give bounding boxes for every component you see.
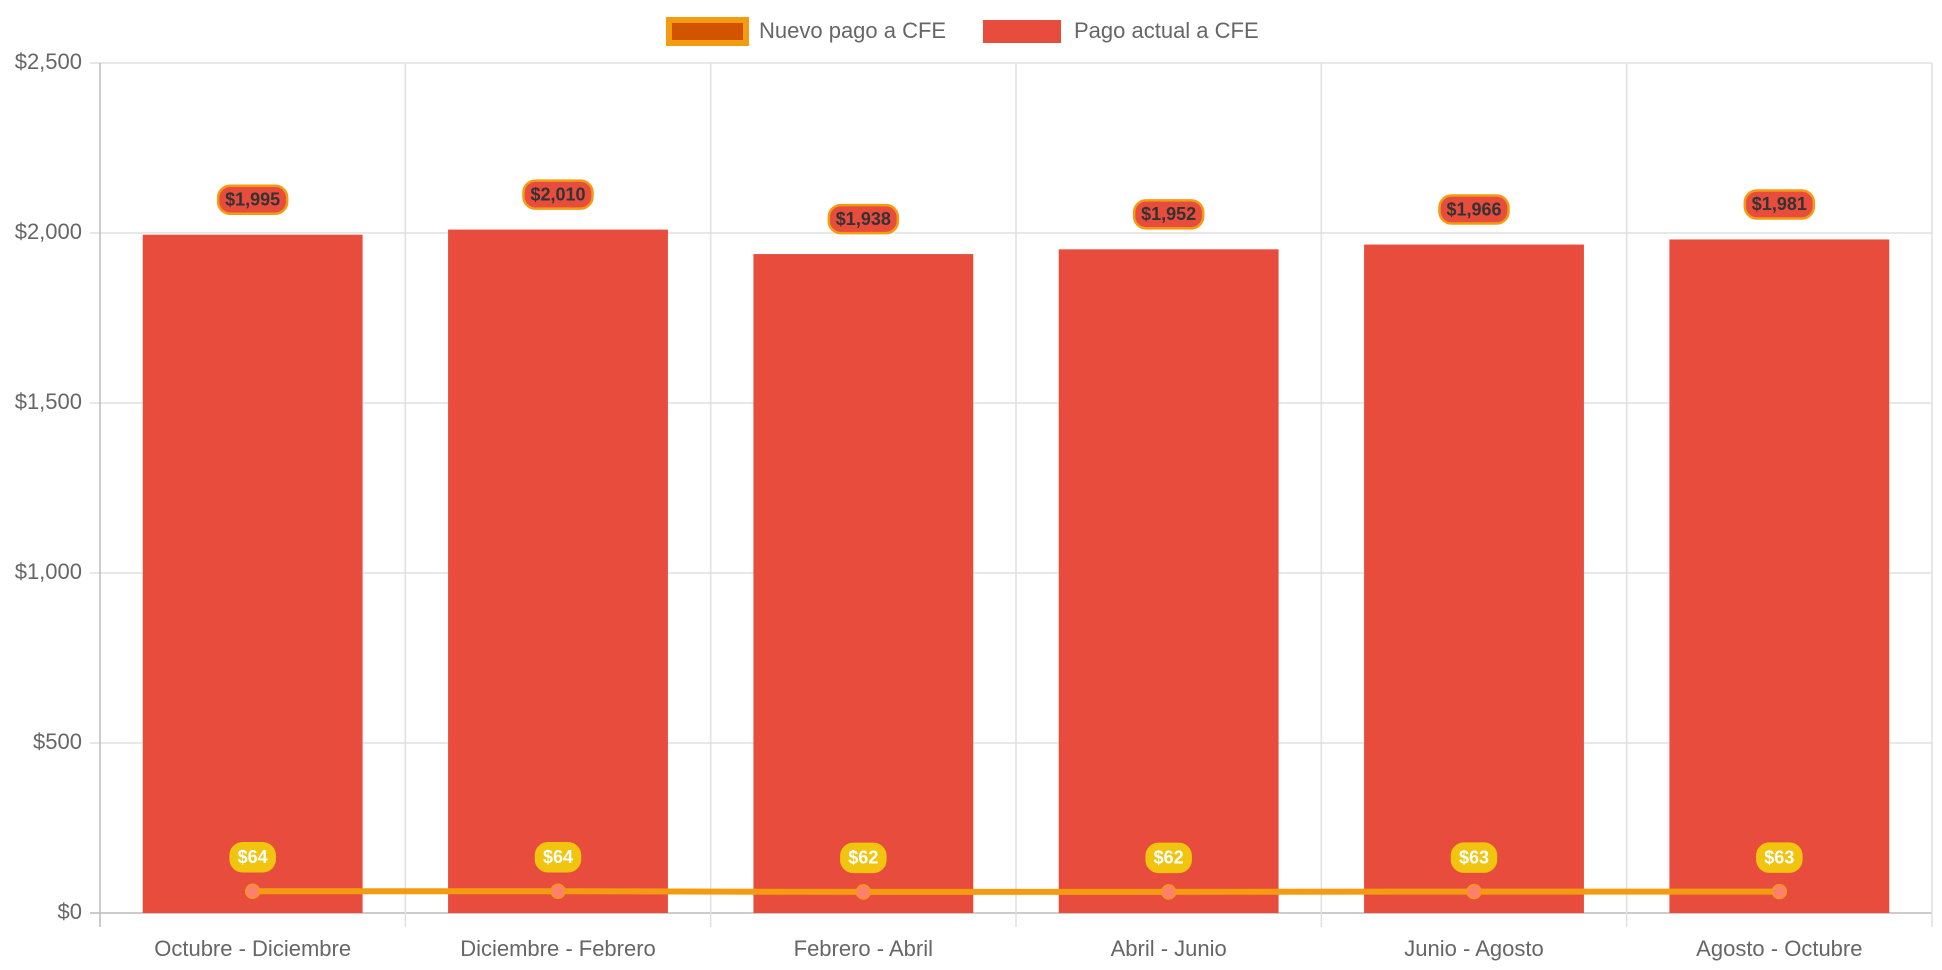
- data-label-bg: [1756, 842, 1803, 873]
- legend-swatch: [666, 17, 749, 46]
- point: [244, 883, 261, 899]
- x-tick-label: Octubre - Diciembre: [154, 936, 351, 961]
- data-label: $1,966: [1446, 199, 1501, 219]
- y-tick-label: $500: [33, 729, 82, 754]
- data-label-group: $1,981: [1743, 189, 1816, 220]
- data-label-bg: [840, 842, 887, 874]
- bar: [1058, 249, 1279, 913]
- y-tick-label: $2,000: [15, 219, 82, 244]
- data-label: $62: [848, 848, 878, 868]
- data-label: $63: [1459, 847, 1489, 867]
- y-tick-label: $1,000: [15, 559, 82, 584]
- data-label-bg: [1145, 842, 1192, 874]
- data-label: $64: [238, 847, 268, 867]
- bar: [1364, 244, 1584, 913]
- data-label: $1,952: [1141, 204, 1196, 224]
- point: [550, 883, 566, 899]
- data-label-group: $63: [1450, 842, 1498, 873]
- data-label-group: $64: [229, 841, 276, 873]
- data-label-bg: [522, 179, 594, 210]
- y-tick-label: $2,500: [15, 49, 82, 74]
- data-label-bg: [827, 203, 900, 235]
- bar: [1669, 239, 1890, 913]
- data-label-group: $63: [1756, 842, 1803, 873]
- legend-label: Nuevo pago a CFE: [759, 18, 946, 43]
- data-label-group: $64: [534, 841, 582, 873]
- data-label-bg: [1438, 194, 1510, 225]
- bar: [142, 234, 363, 913]
- point: [855, 884, 872, 900]
- bar: [448, 229, 668, 914]
- x-tick-label: Junio - Agosto: [1404, 936, 1543, 961]
- legend-swatch: [983, 20, 1061, 43]
- data-label-group: $62: [1145, 842, 1192, 874]
- data-label-bg: [1450, 842, 1498, 873]
- x-tick-label: Diciembre - Febrero: [460, 936, 656, 961]
- data-label: $62: [1154, 848, 1184, 868]
- data-label-group: $1,952: [1132, 199, 1205, 230]
- bar: [753, 254, 974, 913]
- y-tick-label: $1,500: [15, 389, 82, 414]
- line: [252, 888, 1780, 895]
- data-label-bg: [534, 841, 582, 873]
- point: [1771, 883, 1788, 900]
- legend-label: Pago actual a CFE: [1074, 18, 1259, 43]
- data-label: $1,981: [1752, 194, 1807, 214]
- data-label-group: $1,966: [1438, 194, 1510, 225]
- x-tick-label: Agosto - Octubre: [1696, 936, 1862, 961]
- data-label-group: $2,010: [522, 179, 594, 210]
- data-label: $1,995: [225, 189, 280, 209]
- data-label-group: $1,995: [216, 184, 289, 215]
- data-label-group: $62: [840, 842, 887, 874]
- data-label: $64: [543, 847, 573, 867]
- x-tick-label: Febrero - Abril: [794, 936, 933, 961]
- data-label: $1,938: [836, 209, 891, 229]
- data-label-bg: [1743, 189, 1816, 220]
- data-label-bg: [1132, 199, 1205, 230]
- data-label: $63: [1764, 847, 1794, 867]
- data-label-bg: [229, 841, 276, 873]
- point: [1160, 884, 1177, 900]
- x-tick-label: Abril - Junio: [1111, 936, 1227, 961]
- point: [1466, 883, 1482, 900]
- data-label-bg: [216, 184, 289, 215]
- data-label-group: $1,938: [827, 203, 900, 235]
- y-tick-label: $0: [58, 899, 82, 924]
- data-label: $2,010: [530, 184, 585, 204]
